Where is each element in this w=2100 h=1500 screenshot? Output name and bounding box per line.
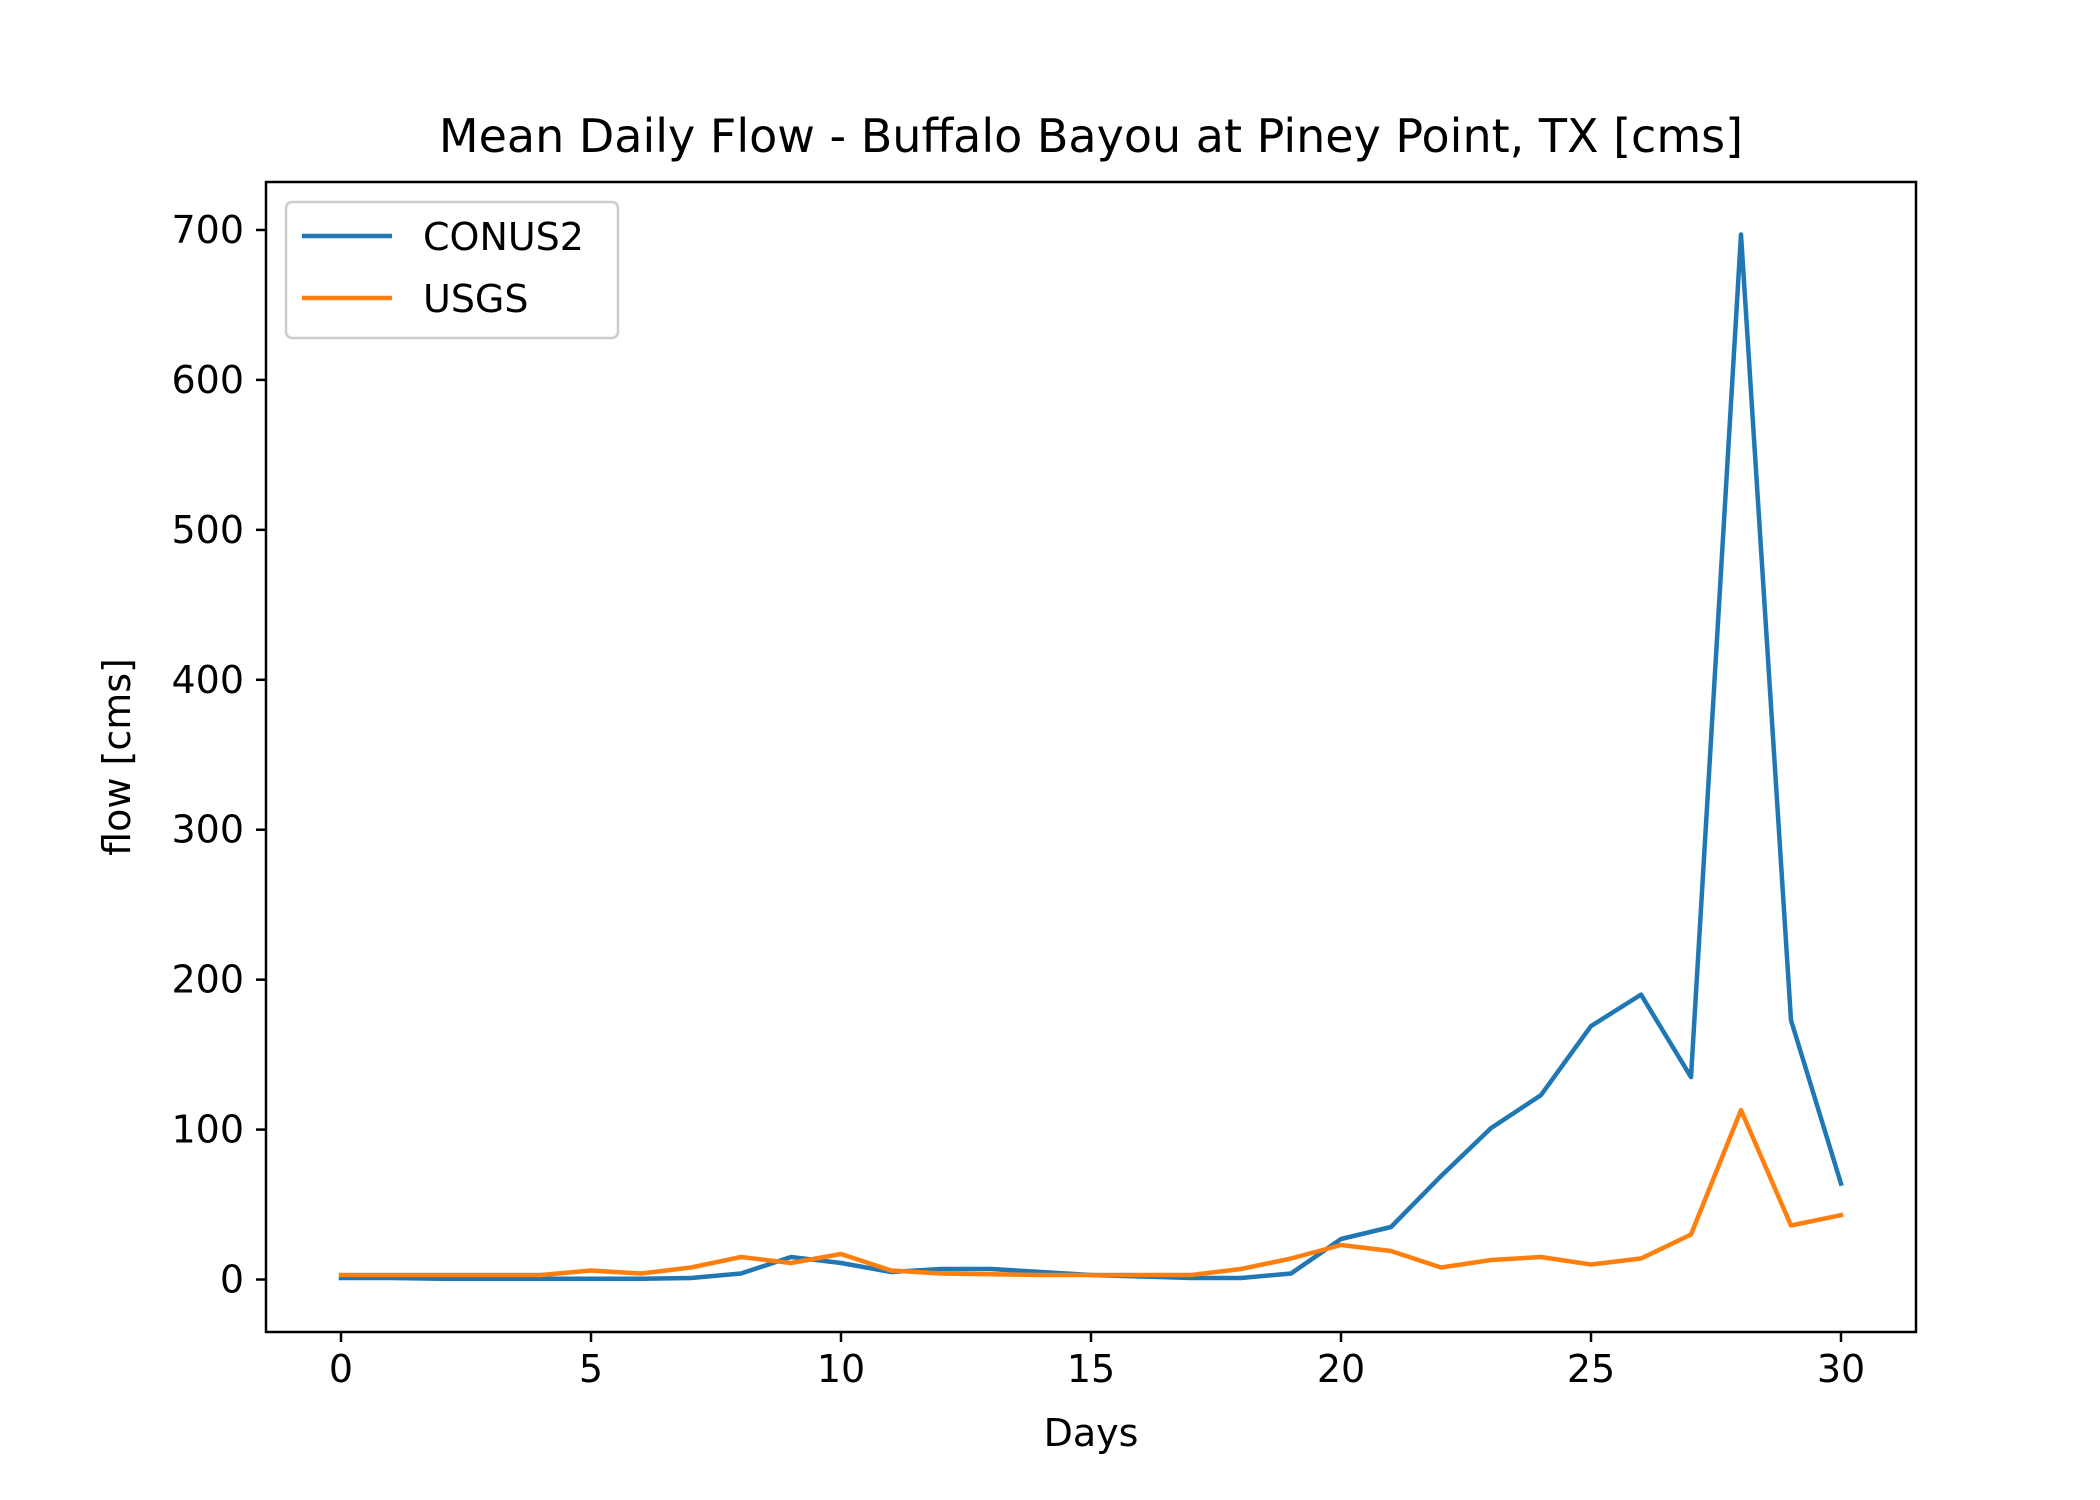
y-tick-label: 300 (171, 808, 244, 852)
y-axis-ticks: 0 100 200 300 400 500 600 700 (171, 208, 266, 1302)
legend-label-conus2: CONUS2 (423, 215, 584, 259)
legend: CONUS2 USGS (284, 200, 620, 340)
series-line-usgs (338, 1107, 1844, 1278)
y-axis-label: flow [cms] (95, 658, 139, 856)
y-tick-label: 200 (171, 958, 244, 1002)
y-tick-label: 400 (171, 658, 244, 702)
plot-lines (338, 232, 1844, 1282)
x-tick-label: 25 (1567, 1347, 1615, 1391)
legend-label-usgs: USGS (423, 277, 529, 321)
x-tick-label: 10 (817, 1347, 865, 1391)
x-axis-label: Days (1044, 1411, 1139, 1455)
x-axis-ticks: 0 5 10 15 20 25 30 (329, 1332, 1865, 1391)
chart-title: Mean Daily Flow - Buffalo Bayou at Piney… (439, 109, 1743, 163)
y-tick-label: 500 (171, 508, 244, 552)
y-tick-label: 0 (220, 1258, 244, 1302)
y-tick-label: 100 (171, 1108, 244, 1152)
x-tick-label: 15 (1067, 1347, 1115, 1391)
x-tick-label: 30 (1817, 1347, 1865, 1391)
x-tick-label: 20 (1317, 1347, 1365, 1391)
x-tick-label: 5 (579, 1347, 603, 1391)
y-tick-label: 600 (171, 358, 244, 402)
y-tick-label: 700 (171, 208, 244, 252)
x-tick-label: 0 (329, 1347, 353, 1391)
